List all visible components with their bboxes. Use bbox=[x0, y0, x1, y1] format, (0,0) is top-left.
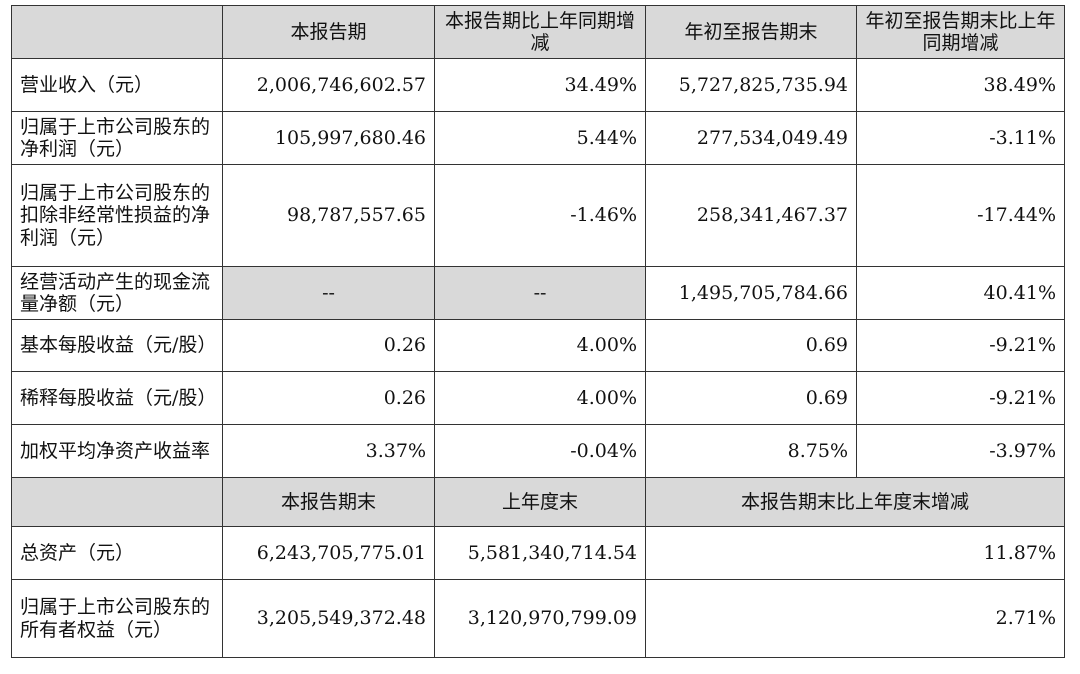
value-cell: 11.87% bbox=[645, 526, 1065, 580]
table-row: 总资产（元） 6,243,705,775.01 5,581,340,714.54… bbox=[11, 526, 1065, 580]
header-current-period-yoy: 本报告期比上年同期增减 bbox=[434, 5, 646, 59]
row-label: 经营活动产生的现金流量净额（元） bbox=[11, 266, 223, 320]
value-cell: 277,534,049.49 bbox=[645, 111, 857, 165]
value-cell: 258,341,467.37 bbox=[645, 164, 857, 267]
value-cell: 3,205,549,372.48 bbox=[222, 579, 435, 658]
value-cell: 5,581,340,714.54 bbox=[434, 526, 646, 580]
header-change-vs-prior-year-end: 本报告期末比上年度末增减 bbox=[645, 477, 1065, 527]
value-cell: -0.04% bbox=[434, 424, 646, 478]
value-cell: 38.49% bbox=[856, 58, 1065, 112]
value-cell: 0.69 bbox=[645, 371, 857, 425]
value-cell: -- bbox=[434, 266, 646, 320]
value-cell: 2,006,746,602.57 bbox=[222, 58, 435, 112]
value-cell: 5,727,825,735.94 bbox=[645, 58, 857, 112]
row-label: 营业收入（元） bbox=[11, 58, 223, 112]
value-cell: 105,997,680.46 bbox=[222, 111, 435, 165]
table-row: 营业收入（元） 2,006,746,602.57 34.49% 5,727,82… bbox=[11, 58, 1065, 112]
value-cell: -1.46% bbox=[434, 164, 646, 267]
value-cell: 0.26 bbox=[222, 319, 435, 372]
value-cell: 0.26 bbox=[222, 371, 435, 425]
value-cell: -9.21% bbox=[856, 371, 1065, 425]
value-cell: 2.71% bbox=[645, 579, 1065, 658]
value-cell: 8.75% bbox=[645, 424, 857, 478]
header-prior-year-end: 上年度末 bbox=[434, 477, 646, 527]
row-label: 加权平均净资产收益率 bbox=[11, 424, 223, 478]
value-cell: 34.49% bbox=[434, 58, 646, 112]
header-corner-cell bbox=[11, 477, 223, 527]
value-cell: 4.00% bbox=[434, 371, 646, 425]
header-row-balance: 本报告期末 上年度末 本报告期末比上年度末增减 bbox=[11, 477, 1065, 527]
table-row: 归属于上市公司股东的净利润（元） 105,997,680.46 5.44% 27… bbox=[11, 111, 1065, 165]
table-row: 基本每股收益（元/股） 0.26 4.00% 0.69 -9.21% bbox=[11, 319, 1065, 372]
value-cell: -3.11% bbox=[856, 111, 1065, 165]
row-label: 归属于上市公司股东的扣除非经常性损益的净利润（元） bbox=[11, 164, 223, 267]
value-cell: 4.00% bbox=[434, 319, 646, 372]
header-period-end: 本报告期末 bbox=[222, 477, 435, 527]
row-label: 总资产（元） bbox=[11, 526, 223, 580]
value-cell: 98,787,557.65 bbox=[222, 164, 435, 267]
row-label: 归属于上市公司股东的所有者权益（元） bbox=[11, 579, 223, 658]
value-cell: -- bbox=[222, 266, 435, 320]
value-cell: 5.44% bbox=[434, 111, 646, 165]
header-ytd: 年初至报告期末 bbox=[645, 5, 857, 59]
row-label: 稀释每股收益（元/股） bbox=[11, 371, 223, 425]
value-cell: -3.97% bbox=[856, 424, 1065, 478]
header-ytd-yoy: 年初至报告期末比上年同期增减 bbox=[856, 5, 1065, 59]
table-row: 稀释每股收益（元/股） 0.26 4.00% 0.69 -9.21% bbox=[11, 371, 1065, 425]
row-label: 基本每股收益（元/股） bbox=[11, 319, 223, 372]
value-cell: 40.41% bbox=[856, 266, 1065, 320]
table-row: 归属于上市公司股东的所有者权益（元） 3,205,549,372.48 3,12… bbox=[11, 579, 1065, 658]
value-cell: 3.37% bbox=[222, 424, 435, 478]
header-row-period: 本报告期 本报告期比上年同期增减 年初至报告期末 年初至报告期末比上年同期增减 bbox=[11, 5, 1065, 59]
value-cell: 1,495,705,784.66 bbox=[645, 266, 857, 320]
value-cell: -9.21% bbox=[856, 319, 1065, 372]
table-row: 加权平均净资产收益率 3.37% -0.04% 8.75% -3.97% bbox=[11, 424, 1065, 478]
row-label: 归属于上市公司股东的净利润（元） bbox=[11, 111, 223, 165]
value-cell: -17.44% bbox=[856, 164, 1065, 267]
value-cell: 3,120,970,799.09 bbox=[434, 579, 646, 658]
table-row: 归属于上市公司股东的扣除非经常性损益的净利润（元） 98,787,557.65 … bbox=[11, 164, 1065, 267]
header-current-period: 本报告期 bbox=[222, 5, 435, 59]
table-row: 经营活动产生的现金流量净额（元） -- -- 1,495,705,784.66 … bbox=[11, 266, 1065, 320]
value-cell: 6,243,705,775.01 bbox=[222, 526, 435, 580]
financial-summary-table: 本报告期 本报告期比上年同期增减 年初至报告期末 年初至报告期末比上年同期增减 … bbox=[11, 5, 1065, 658]
value-cell: 0.69 bbox=[645, 319, 857, 372]
header-corner-cell bbox=[11, 5, 223, 59]
